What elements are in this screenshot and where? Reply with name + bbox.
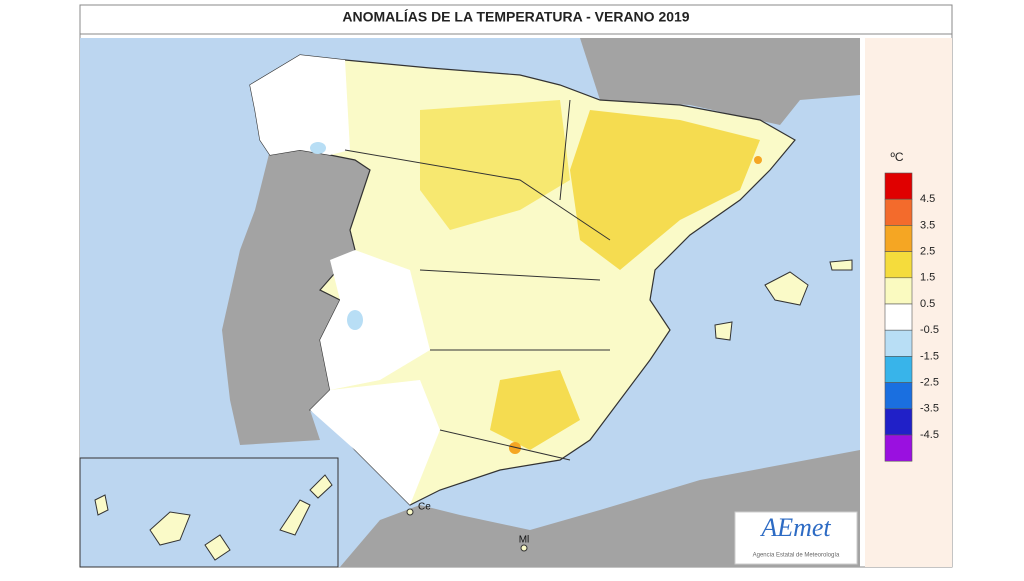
island: [764, 271, 809, 306]
place-label: Ml: [519, 535, 530, 546]
legend-swatch: [884, 303, 913, 331]
legend-swatch: [884, 172, 913, 200]
island: [829, 259, 853, 271]
legend-label: 1.5: [920, 272, 935, 284]
island: [279, 499, 311, 536]
legend-swatch: [884, 356, 913, 383]
anomaly-zone: [347, 310, 363, 330]
legend-label: 4.5: [920, 193, 935, 205]
legend-label: 2.5: [920, 246, 935, 258]
legend-swatch: [884, 408, 913, 436]
legend-label: 3.5: [920, 219, 935, 231]
legend-swatch: [884, 198, 913, 226]
anomaly-zone: [570, 110, 760, 270]
france: [580, 38, 860, 125]
africa: [340, 450, 860, 567]
anomaly-zone: [310, 142, 326, 154]
legend-swatch: [884, 434, 913, 462]
anomaly-zone: [310, 380, 440, 505]
portugal: [222, 150, 370, 445]
logo-subtitle: Agencia Estatal de Meteorología: [753, 553, 840, 559]
legend-swatch: [884, 277, 913, 305]
legend-label: 0.5: [920, 298, 935, 310]
place-label: Ce: [418, 502, 431, 513]
anomaly-zone: [754, 156, 762, 164]
island: [714, 321, 733, 341]
anomaly-zone: [490, 370, 580, 450]
legend-label: -4.5: [920, 429, 939, 441]
island: [94, 494, 109, 516]
legend-label: -1.5: [920, 350, 939, 362]
legend-swatch: [884, 329, 913, 357]
island: [204, 534, 231, 561]
anomaly-zone: [509, 442, 521, 454]
legend-label: -2.5: [920, 377, 939, 389]
anomaly-zone: [420, 100, 570, 230]
legend-label: -0.5: [920, 324, 939, 336]
island: [309, 474, 333, 499]
legend-swatch: [884, 382, 913, 410]
city-marker: [406, 508, 414, 516]
island: [149, 511, 191, 546]
anomaly-zone: [250, 55, 350, 155]
title: ANOMALÍAS DE LA TEMPERATURA - VERANO 201…: [342, 9, 689, 25]
legend-swatch: [884, 225, 913, 252]
city-marker: [520, 544, 528, 552]
logo: AEmet: [759, 513, 831, 542]
legend-label: -3.5: [920, 403, 939, 415]
region-border: [344, 99, 611, 461]
legend-swatch: [884, 251, 913, 279]
anomaly-zone: [320, 250, 430, 390]
logo-box: [734, 511, 858, 565]
legend-unit: ºC: [890, 150, 903, 164]
